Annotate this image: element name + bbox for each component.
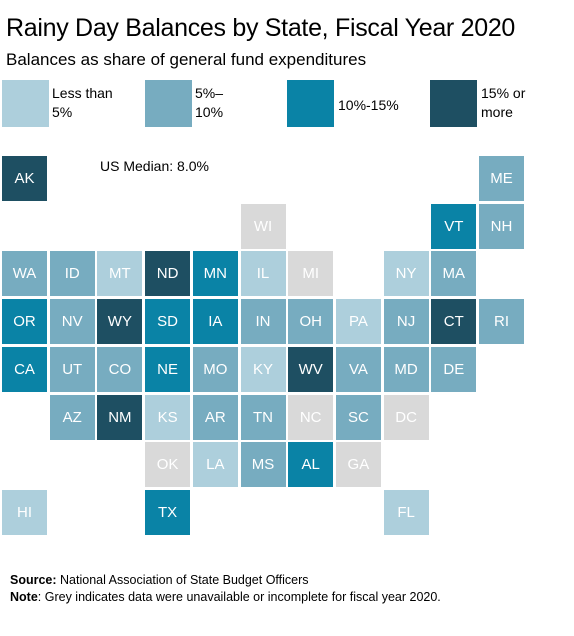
state-tile-ks: KS: [145, 394, 191, 440]
state-tile-tn: TN: [240, 394, 286, 440]
state-tile-md: MD: [383, 346, 429, 392]
state-tile-nc: NC: [288, 394, 334, 440]
state-tile-ms: MS: [240, 442, 286, 488]
state-tile-oh: OH: [288, 299, 334, 345]
legend-swatch-mid: [145, 80, 192, 127]
state-tile-ok: OK: [145, 442, 191, 488]
state-tile-va: VA: [335, 346, 381, 392]
legend-swatch-high: [287, 80, 334, 127]
state-tile-mi: MI: [288, 251, 334, 297]
legend-label-low: Less than 5%: [52, 85, 113, 120]
state-tile-ct: CT: [431, 299, 477, 345]
state-tile-nm: NM: [97, 394, 143, 440]
state-tile-dc: DC: [383, 394, 429, 440]
state-tile-nv: NV: [49, 299, 95, 345]
source-line: Source: National Association of State Bu…: [10, 573, 309, 587]
state-tile-ak: AK: [2, 156, 47, 201]
state-tile-ga: GA: [335, 442, 381, 488]
state-tile-mt: MT: [97, 251, 143, 297]
state-tile-ky: KY: [240, 346, 286, 392]
state-tile-sc: SC: [335, 394, 381, 440]
state-tile-id: ID: [49, 251, 95, 297]
state-tile-sd: SD: [145, 299, 191, 345]
legend-label-mid: 5%– 10%: [195, 85, 224, 120]
state-tile-de: DE: [431, 346, 477, 392]
state-tile-ar: AR: [192, 394, 238, 440]
state-tile-ri: RI: [479, 299, 524, 345]
state-tile-ia: IA: [192, 299, 238, 345]
state-tile-wv: WV: [288, 346, 334, 392]
state-tile-in: IN: [240, 299, 286, 345]
state-tile-co: CO: [97, 346, 143, 392]
state-tile-il: IL: [240, 251, 286, 297]
state-tile-or: OR: [2, 299, 47, 345]
footer: Source: National Association of State Bu…: [10, 572, 441, 606]
legend-label-high: 10%-15%: [338, 97, 399, 113]
us-median-label: US Median: 8.0%: [100, 158, 209, 174]
state-tile-fl: FL: [383, 489, 429, 535]
note-line: Note: Grey indicates data were unavailab…: [10, 590, 441, 604]
state-tile-me: ME: [479, 156, 524, 201]
state-tile-wa: WA: [2, 251, 47, 297]
map-title: Rainy Day Balances by State, Fiscal Year…: [6, 14, 516, 42]
state-tile-mo: MO: [192, 346, 238, 392]
state-tile-la: LA: [192, 442, 238, 488]
state-tile-vt: VT: [431, 203, 477, 249]
state-tile-pa: PA: [335, 299, 381, 345]
state-tile-ny: NY: [383, 251, 429, 297]
state-tile-nj: NJ: [383, 299, 429, 345]
state-tile-al: AL: [288, 442, 334, 488]
state-tile-ut: UT: [49, 346, 95, 392]
state-tile-tx: TX: [145, 489, 191, 535]
state-tile-ca: CA: [2, 346, 47, 392]
state-tile-mn: MN: [192, 251, 238, 297]
state-tile-hi: HI: [2, 489, 47, 535]
state-tile-ne: NE: [145, 346, 191, 392]
state-tile-nh: NH: [479, 203, 524, 249]
legend-swatch-low: [2, 80, 49, 127]
state-tile-ma: MA: [431, 251, 477, 297]
state-tile-az: AZ: [49, 394, 95, 440]
legend-swatch-top: [430, 80, 477, 127]
state-tile-wi: WI: [240, 203, 286, 249]
map-subtitle: Balances as share of general fund expend…: [6, 50, 367, 69]
state-tile-nd: ND: [145, 251, 191, 297]
legend-label-top: 15% or more: [481, 85, 526, 120]
state-tile-wy: WY: [97, 299, 143, 345]
